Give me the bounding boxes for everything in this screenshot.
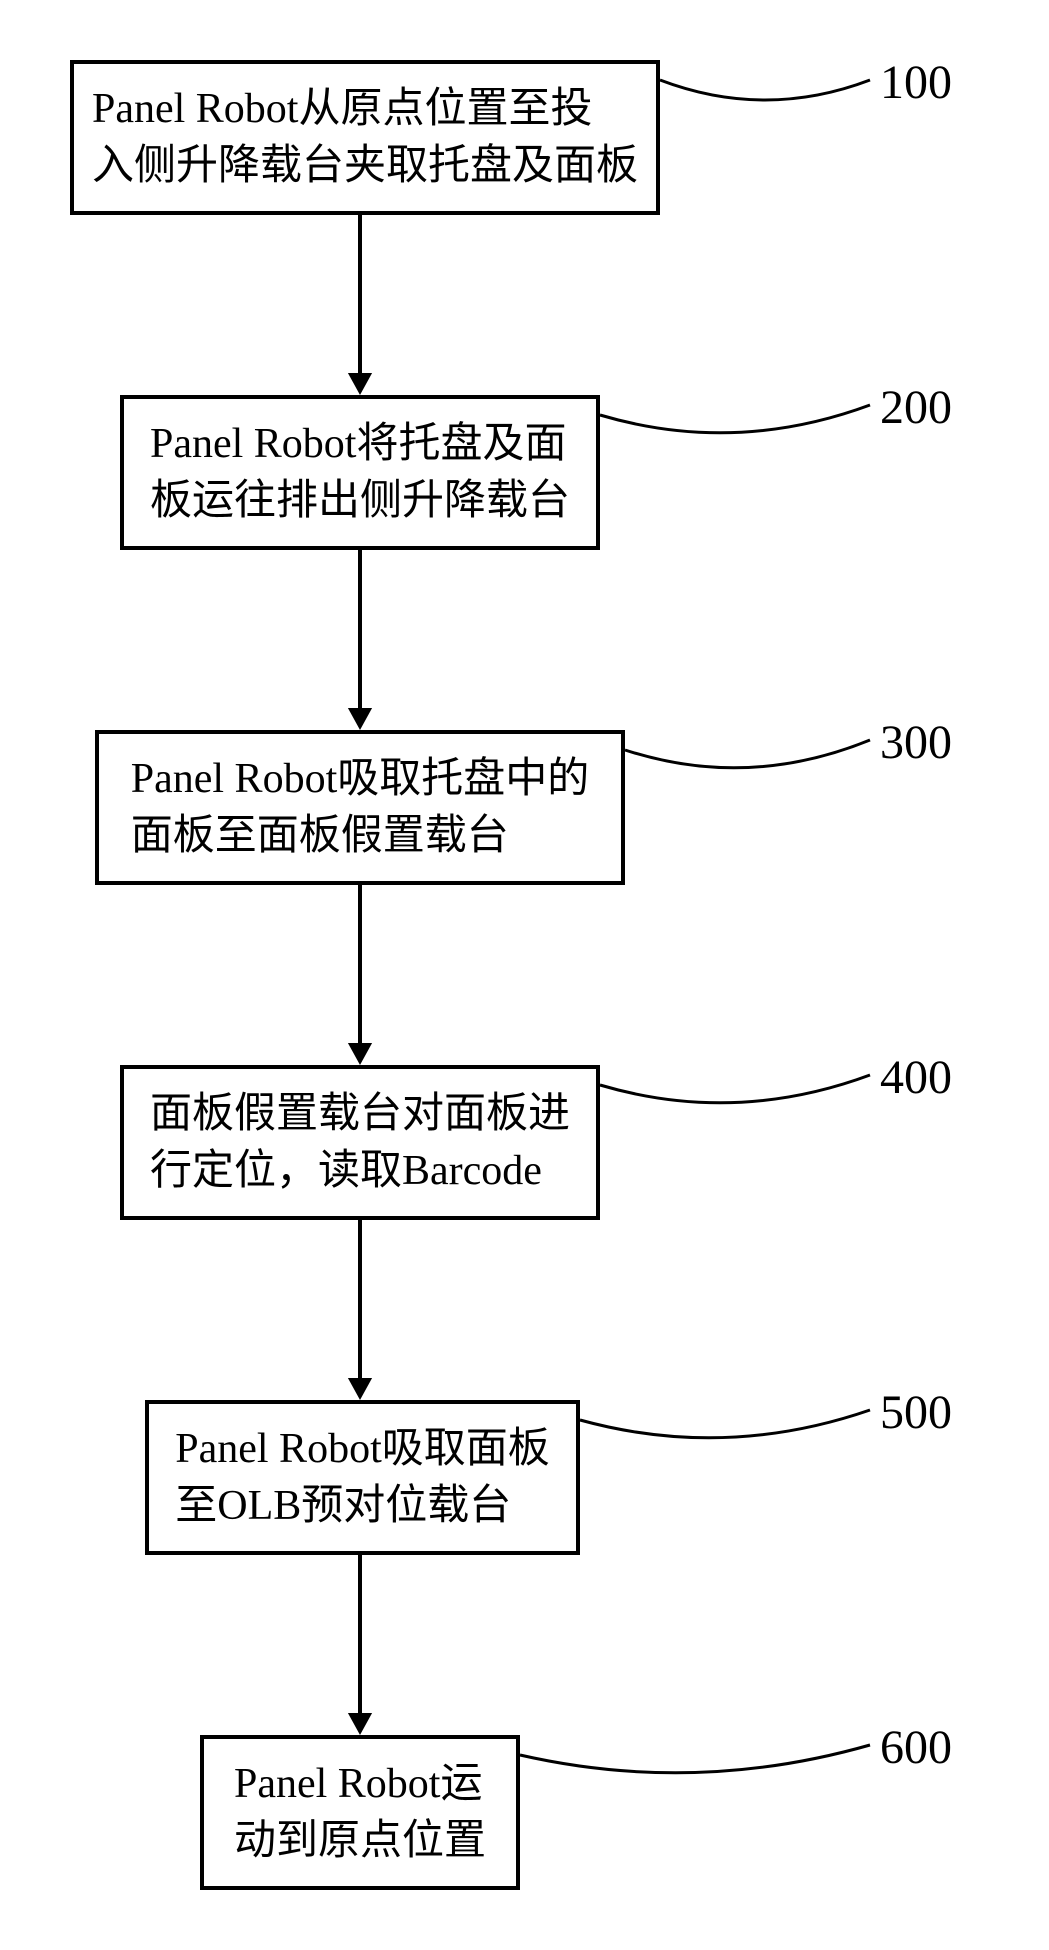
flow-connector-4 xyxy=(0,0,1049,1950)
